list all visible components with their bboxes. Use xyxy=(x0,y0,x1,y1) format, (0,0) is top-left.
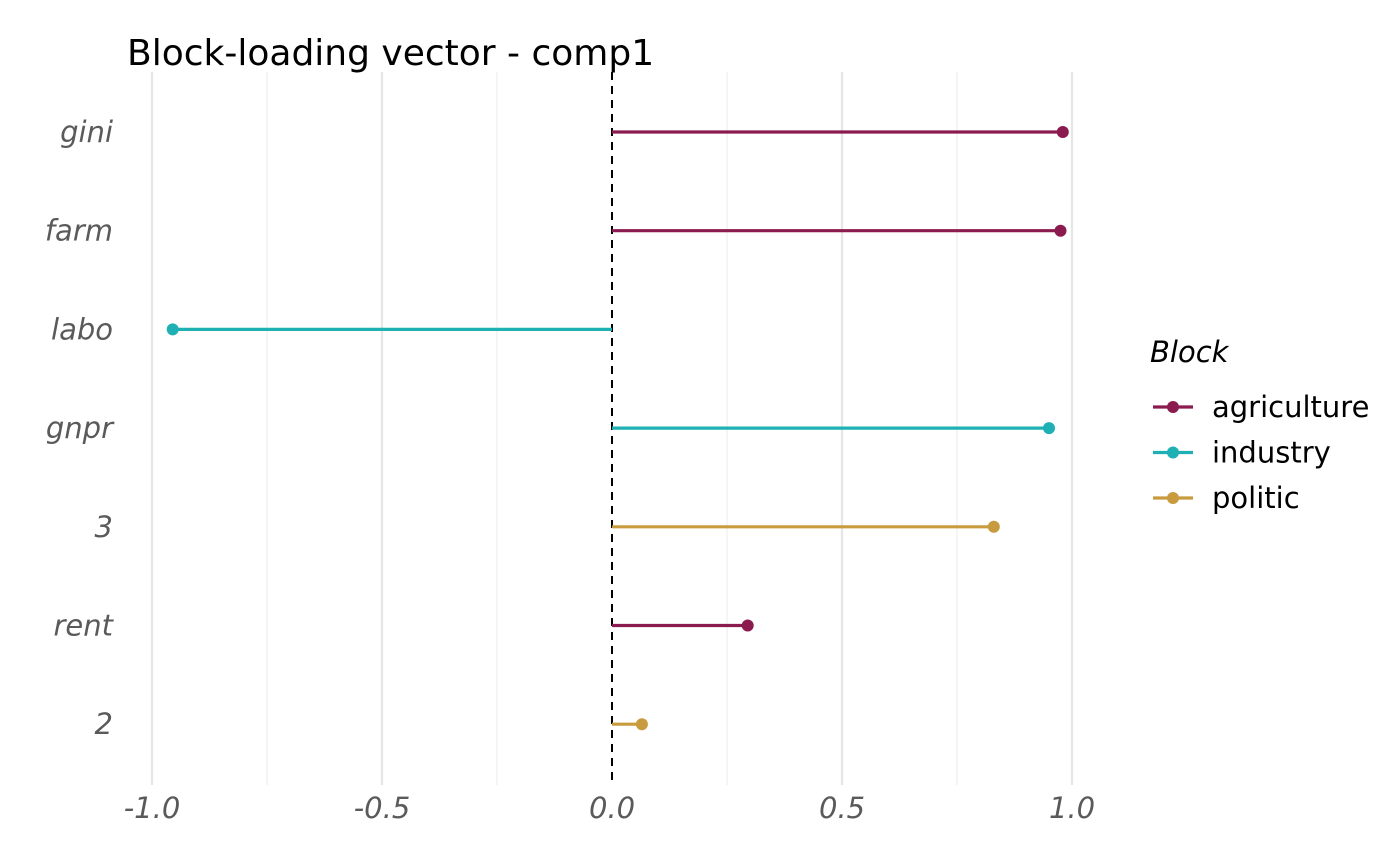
lollipop-points xyxy=(166,126,1069,731)
y-tick-label: 3 xyxy=(95,510,113,544)
legend-label-agriculture: agriculture xyxy=(1212,390,1369,424)
chart-title: Block-loading vector - comp1 xyxy=(127,33,654,74)
legend-label-industry: industry xyxy=(1212,436,1331,470)
point-rent xyxy=(741,619,754,632)
y-tick-label: gnpr xyxy=(46,411,115,445)
y-tick-label: labo xyxy=(51,312,113,346)
legend-title: Block xyxy=(1150,335,1230,369)
y-tick-label: 2 xyxy=(95,707,113,741)
legend-label-politic: politic xyxy=(1212,481,1300,515)
point-2 xyxy=(635,718,648,731)
x-tick-label: -0.5 xyxy=(354,791,411,825)
x-tick-label: 1.0 xyxy=(1049,791,1095,825)
point-gini xyxy=(1056,126,1069,138)
lollipop-stems xyxy=(172,130,1063,726)
x-tick-label: -1.0 xyxy=(124,791,181,825)
point-farm xyxy=(1054,224,1067,237)
legend: Block agriculture industry politic xyxy=(1150,335,1369,515)
y-tick-label: gini xyxy=(60,115,113,149)
x-tick-label: 0.5 xyxy=(819,791,865,825)
y-axis-category-labels: gini farm labo gnpr 3 rent 2 xyxy=(45,115,115,741)
x-tick-label: 0.0 xyxy=(589,791,635,825)
legend-key-point-industry xyxy=(1167,446,1179,459)
x-axis-tick-labels: -1.0 -0.5 0.0 0.5 1.0 xyxy=(124,791,1095,825)
legend-key-point-agriculture xyxy=(1167,401,1179,413)
point-gnpr xyxy=(1043,422,1055,435)
legend-items: agriculture industry politic xyxy=(1153,390,1369,515)
point-3 xyxy=(987,520,1000,533)
y-tick-label: rent xyxy=(53,609,114,643)
y-tick-label: farm xyxy=(45,214,113,248)
point-labo xyxy=(166,323,179,336)
legend-key-point-politic xyxy=(1167,492,1179,504)
